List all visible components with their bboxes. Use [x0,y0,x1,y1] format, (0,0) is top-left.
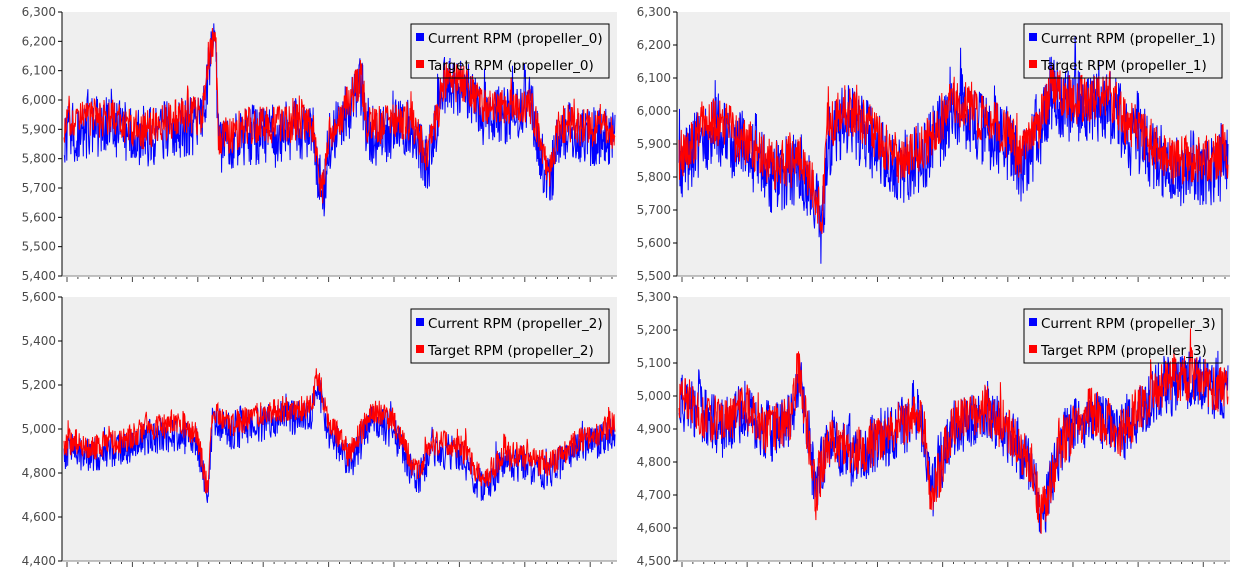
y-tick-label: 5,100 [637,356,671,370]
y-tick-label: 5,200 [22,378,56,392]
chart-panel-2: 4,400 4,600 4,800 5,000 5,200 5,400 5,600 Curre… [22,290,617,568]
legend-swatch [1029,60,1037,68]
y-tick-label: 4,900 [637,422,671,436]
legend-label: Target RPM (propeller_1) [1040,58,1207,74]
y-tick-label: 5,700 [22,181,56,195]
legend-swatch [416,345,424,353]
legend-swatch [1029,345,1037,353]
y-tick-label: 6,100 [637,71,671,85]
y-tick-label: 4,600 [22,510,56,524]
y-tick-label: 6,300 [22,5,56,19]
legend-label: Target RPM (propeller_2) [427,343,594,359]
y-tick-label: 5,600 [22,210,56,224]
y-tick-label: 5,000 [22,422,56,436]
y-tick-label: 4,600 [637,521,671,535]
legend-box [410,23,610,79]
legend-swatch [416,318,424,326]
y-tick-label: 4,400 [22,554,56,568]
legend-label: Target RPM (propeller_3) [1040,343,1207,359]
legend-swatch [1029,33,1037,41]
plot-area [62,297,617,561]
y-tick-label: 4,700 [637,488,671,502]
chart-panel-1: 5,500 5,600 5,700 5,800 5,900 6,000 6,100 6,200… [637,5,1230,283]
y-tick-label: 5,400 [22,334,56,348]
y-tick-label: 4,800 [22,466,56,480]
legend-box [410,308,610,364]
legend-box [1023,23,1223,79]
y-tick-label: 5,200 [637,323,671,337]
y-tick-label: 5,000 [637,389,671,403]
y-tick-label: 5,500 [637,269,671,283]
legend-label: Current RPM (propeller_3) [1041,316,1216,332]
series-line-target [678,328,1229,534]
y-tick-label: 5,800 [22,152,56,166]
legend-swatch [416,33,424,41]
series-line-target [63,368,616,494]
y-tick-label: 5,900 [22,122,56,136]
y-tick-label: 5,400 [22,269,56,283]
y-tick-label: 6,200 [22,34,56,48]
y-tick-label: 5,700 [637,203,671,217]
y-tick-label: 5,900 [637,137,671,151]
y-tick-label: 5,500 [22,240,56,254]
y-tick-label: 4,800 [637,455,671,469]
y-tick-label: 6,000 [22,93,56,107]
y-tick-label: 5,800 [637,170,671,184]
chart-panel-0: 5,400 5,500 5,600 5,700 5,800 5,900 6,000 6,100… [22,5,617,283]
legend: Current RPM (propeller_2) Target RPM (pro… [410,308,610,364]
legend-label: Current RPM (propeller_2) [428,316,603,332]
legend-label: Target RPM (propeller_0) [427,58,594,74]
legend-label: Current RPM (propeller_0) [428,31,603,47]
legend: Current RPM (propeller_0) Target RPM (pro… [410,23,610,79]
y-tick-label: 5,600 [637,236,671,250]
y-tick-label: 6,000 [637,104,671,118]
y-tick-label: 6,200 [637,38,671,52]
legend: Current RPM (propeller_3) Target RPM (pro… [1023,308,1223,364]
legend-swatch [416,60,424,68]
y-tick-label: 4,500 [637,554,671,568]
chart-panel-3: 4,500 4,600 4,700 4,800 4,900 5,000 5,100 5,200… [637,290,1230,568]
series-line-target [63,27,616,204]
y-tick-label: 6,300 [637,5,671,19]
series-line-target [678,64,1229,234]
series-line-current [63,380,616,503]
legend-label: Current RPM (propeller_1) [1041,31,1216,47]
legend-box [1023,308,1223,364]
y-tick-label: 6,100 [22,64,56,78]
legend: Current RPM (propeller_1) Target RPM (pro… [1023,23,1223,79]
legend-swatch [1029,318,1037,326]
y-tick-label: 5,300 [637,290,671,304]
y-tick-label: 5,600 [22,290,56,304]
